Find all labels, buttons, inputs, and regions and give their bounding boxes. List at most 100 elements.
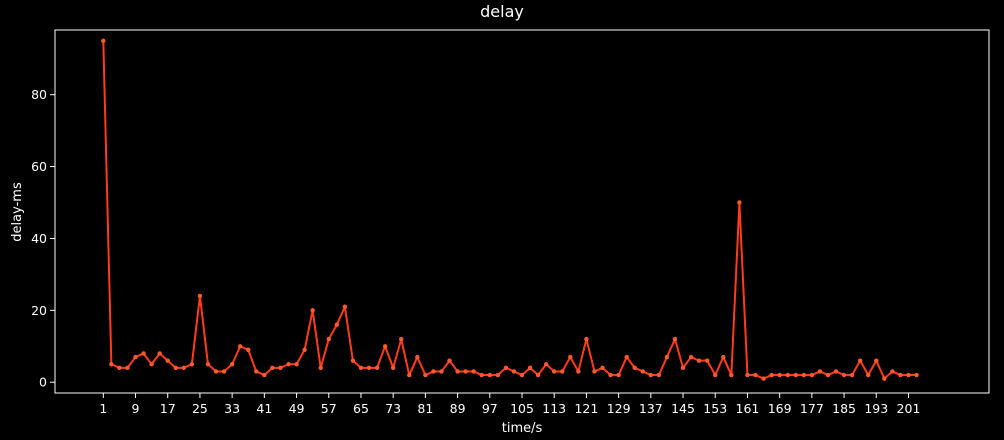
data-point: [576, 369, 581, 374]
y-tick-label: 60: [31, 159, 47, 174]
data-point: [600, 365, 605, 371]
data-point: [463, 369, 468, 374]
x-tick-label: 105: [510, 401, 534, 416]
data-point: [688, 354, 694, 360]
x-tick-label: 9: [132, 401, 140, 416]
x-tick-label: 121: [574, 401, 598, 416]
data-point: [793, 372, 798, 378]
data-point: [399, 336, 404, 342]
x-tick-label: 129: [607, 401, 631, 416]
data-point: [729, 372, 734, 378]
data-point: [552, 369, 557, 374]
data-point: [825, 372, 831, 378]
data-point: [866, 372, 871, 378]
data-point: [648, 372, 654, 378]
data-point: [568, 354, 573, 360]
y-tick-label: 40: [31, 231, 47, 246]
data-point: [358, 365, 364, 371]
data-point: [584, 336, 589, 342]
x-tick-label: 33: [224, 401, 240, 416]
chart-title: delay: [480, 2, 524, 21]
data-point: [608, 372, 613, 378]
data-point: [318, 365, 323, 371]
x-tick-label: 169: [768, 401, 792, 416]
data-point: [189, 362, 195, 367]
data-point: [382, 344, 388, 349]
data-point: [753, 372, 758, 378]
data-point: [221, 369, 227, 374]
x-axis: 1 9 17 25 33 41 49 57 65 73 81 89 97 105 113 121 129 137 1…: [99, 393, 920, 416]
x-tick-label: 177: [800, 401, 824, 416]
data-point: [616, 372, 621, 378]
data-point: [745, 372, 750, 378]
data-point: [149, 362, 154, 367]
data-point: [181, 365, 187, 371]
x-tick-label: 41: [256, 401, 272, 416]
data-point: [471, 369, 476, 374]
data-point: [833, 369, 839, 374]
data-point: [334, 322, 340, 327]
data-point: [890, 369, 895, 374]
data-point: [680, 365, 686, 371]
data-point: [310, 308, 315, 313]
x-tick-label: 57: [321, 401, 337, 416]
data-point: [246, 347, 251, 353]
data-point: [487, 372, 492, 378]
data-point: [423, 372, 428, 378]
data-point: [237, 344, 243, 349]
data-point: [849, 372, 855, 378]
data-point: [286, 362, 291, 367]
data-point: [914, 372, 919, 378]
y-axis: 0 20 40 60 80: [31, 87, 55, 390]
x-tick-label: 113: [542, 401, 566, 416]
delay-series-line: [102, 40, 917, 380]
y-tick-label: 0: [39, 375, 47, 390]
x-tick-label: 185: [832, 401, 856, 416]
data-point: [761, 376, 766, 381]
x-tick-label: 145: [671, 401, 695, 416]
x-tick-label: 25: [192, 401, 208, 416]
data-point: [535, 372, 541, 378]
data-point: [785, 372, 790, 378]
data-point: [624, 354, 629, 360]
data-point: [254, 369, 259, 374]
data-point: [390, 365, 396, 371]
x-tick-label: 89: [450, 401, 466, 416]
y-tick-label: 80: [31, 87, 47, 102]
data-point: [857, 358, 863, 363]
data-point: [205, 362, 211, 367]
data-point: [455, 369, 460, 374]
data-point: [479, 372, 484, 378]
data-point: [495, 372, 501, 378]
data-point: [672, 336, 678, 342]
data-point: [262, 372, 267, 378]
data-point: [632, 365, 637, 371]
data-point: [704, 358, 710, 363]
data-point: [157, 351, 162, 356]
data-point: [841, 372, 847, 378]
x-tick-label: 17: [160, 401, 176, 416]
plot-area: [101, 38, 919, 381]
data-point: [447, 358, 452, 363]
data-point: [407, 372, 412, 378]
data-point: [278, 365, 283, 371]
data-point: [109, 362, 114, 367]
data-point: [656, 372, 662, 378]
data-point: [809, 372, 815, 378]
data-point: [696, 358, 702, 363]
data-point: [664, 354, 670, 360]
x-tick-label: 81: [417, 401, 433, 416]
data-point: [294, 362, 299, 367]
data-point: [366, 365, 372, 371]
data-point: [125, 365, 130, 371]
data-point: [769, 372, 774, 378]
data-point: [737, 200, 742, 205]
x-tick-label: 193: [864, 401, 888, 416]
data-point: [640, 369, 645, 374]
x-axis-label: time/s: [502, 421, 543, 436]
data-point: [197, 293, 203, 299]
data-point: [882, 376, 887, 381]
data-point: [101, 38, 106, 43]
x-tick-label: 73: [385, 401, 401, 416]
